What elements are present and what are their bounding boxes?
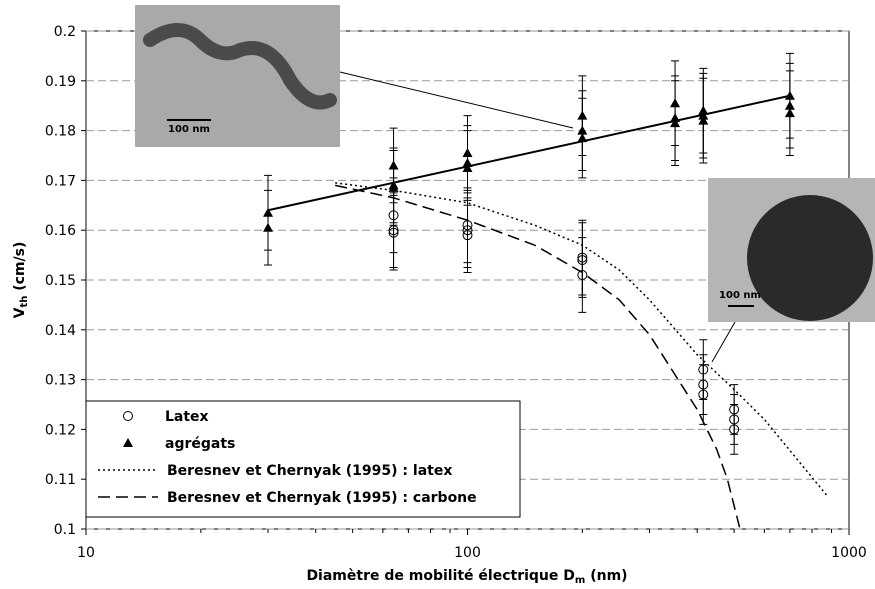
point: [123, 411, 133, 421]
y-tick-label: 0.12: [45, 422, 76, 438]
x-tick-label: 10: [77, 545, 95, 561]
scale-label: 100 nm: [168, 124, 210, 135]
point: [263, 222, 274, 232]
y-tick-label: 0.14: [45, 323, 76, 339]
y-tick-label: 0.1: [54, 522, 76, 538]
scale-label: 100 nm: [719, 290, 761, 301]
point: [123, 438, 133, 447]
y-tick-label: 0.13: [45, 373, 76, 389]
y-tick-label: 0.17: [45, 173, 76, 189]
legend-label: agrégats: [165, 436, 235, 452]
legend-label: Beresnev et Chernyak (1995) : carbone: [167, 490, 477, 506]
legend-box: [85, 400, 521, 518]
x-axis-label: Diamètre de mobilité électrique Dm (nm): [306, 568, 627, 586]
point: [784, 108, 795, 118]
error-bar: [578, 237, 587, 313]
point: [729, 424, 740, 435]
sphere-shape: [747, 195, 873, 321]
point: [462, 162, 473, 172]
x-tick-label: 100: [454, 545, 481, 561]
y-tick-label: 0.15: [45, 273, 76, 289]
y-tick-label: 0.19: [45, 74, 76, 90]
y-tick-label: 0.18: [45, 124, 76, 140]
y-tick-label: 0.16: [45, 223, 76, 239]
x-tick-label: 1000: [831, 545, 867, 561]
error-bar: [463, 197, 472, 274]
point: [388, 227, 399, 238]
series-line: [335, 182, 829, 498]
error-bar: [699, 364, 708, 425]
point: [577, 133, 588, 143]
annotation-line: [711, 321, 736, 363]
point: [577, 270, 588, 281]
point: [698, 115, 709, 125]
y-tick-label: 0.2: [54, 24, 76, 40]
point: [462, 230, 473, 241]
series-line: [335, 184, 741, 530]
aggregate-shape: [143, 23, 337, 110]
error-bar: [730, 404, 739, 455]
y-tick-label: 0.11: [45, 472, 76, 488]
legend-label: Beresnev et Chernyak (1995) : latex: [167, 463, 452, 479]
legend-label: Latex: [165, 409, 209, 425]
y-axis-label: Vth (cm/s): [12, 242, 30, 319]
annotation-arrow: [339, 71, 574, 129]
point: [670, 118, 681, 128]
point: [698, 389, 709, 400]
